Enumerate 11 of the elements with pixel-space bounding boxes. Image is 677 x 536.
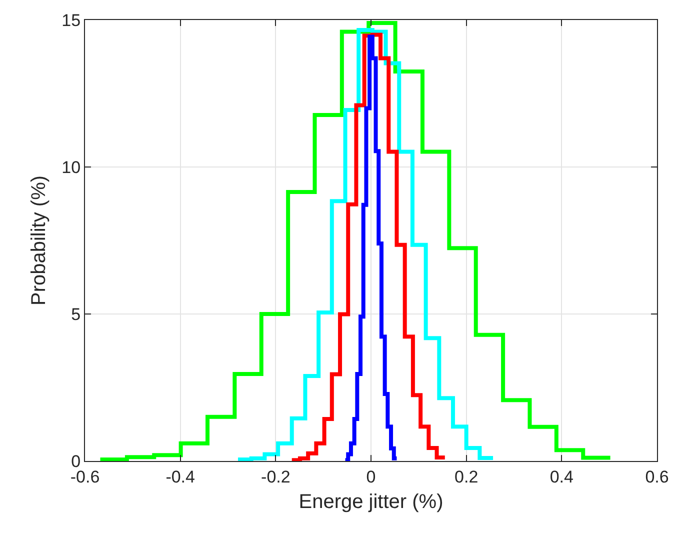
x-tick-label: 0 — [366, 467, 376, 486]
y-axis-title: Probability (%) — [28, 175, 50, 306]
y-tick-label: 15 — [62, 10, 81, 30]
x-tick-label: -0.4 — [166, 467, 195, 486]
x-tick-label: 0.4 — [550, 467, 574, 486]
y-tick-label: 5 — [71, 304, 81, 324]
x-tick-label: 0.6 — [645, 467, 669, 486]
y-tick-label: 10 — [62, 158, 81, 177]
x-tick-label: 0.2 — [454, 467, 478, 486]
x-axis-title: Energe jitter (%) — [298, 490, 444, 513]
x-tick-label: -0.2 — [261, 467, 290, 486]
